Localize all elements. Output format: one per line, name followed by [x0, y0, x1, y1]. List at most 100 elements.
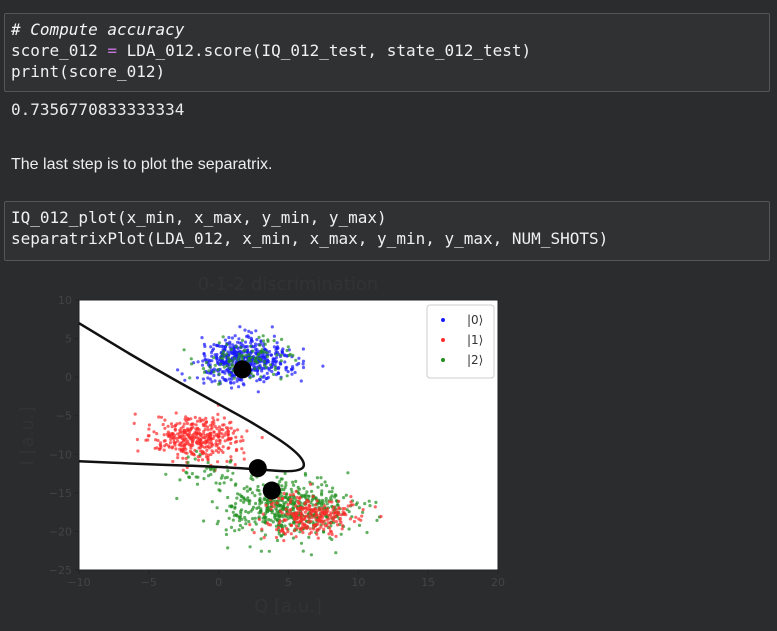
point-state-2 — [272, 339, 276, 343]
point-state-2 — [182, 348, 186, 352]
point-state-1 — [308, 512, 312, 516]
point-state-1 — [147, 423, 151, 427]
point-state-1 — [152, 430, 156, 434]
code-line-print: print(score_012) — [11, 62, 166, 81]
point-state-2 — [330, 537, 334, 542]
point-state-1 — [190, 441, 194, 445]
point-state-2 — [264, 365, 268, 369]
point-state-0 — [236, 346, 240, 351]
point-state-2 — [225, 343, 229, 347]
point-state-0 — [297, 356, 301, 360]
point-state-0 — [176, 368, 180, 372]
point-state-2 — [224, 528, 228, 532]
point-state-2 — [178, 478, 182, 482]
point-state-0 — [223, 371, 227, 375]
point-state-2 — [228, 460, 232, 464]
point-state-0 — [250, 339, 254, 343]
separatrix-line — [78, 322, 306, 473]
point-state-2 — [316, 485, 320, 489]
point-state-1 — [316, 508, 320, 512]
point-state-2 — [320, 491, 324, 495]
point-state-0 — [223, 338, 227, 342]
code-cell-compute-accuracy[interactable]: # Compute accuracy score_012 = LDA_012.s… — [4, 13, 770, 92]
point-state-2 — [220, 474, 224, 478]
point-state-2 — [227, 360, 231, 364]
point-state-2 — [189, 357, 193, 361]
point-state-0 — [229, 386, 234, 390]
point-state-1 — [308, 532, 312, 536]
point-state-2 — [247, 502, 251, 506]
point-state-2 — [239, 345, 243, 349]
point-state-1 — [298, 496, 302, 500]
point-state-2 — [240, 494, 244, 499]
point-state-1 — [300, 526, 304, 530]
point-state-1 — [354, 515, 358, 519]
point-state-0 — [272, 345, 276, 349]
point-state-2 — [334, 493, 338, 498]
point-state-0 — [259, 340, 263, 344]
point-state-1 — [274, 535, 279, 540]
point-state-2 — [275, 519, 280, 523]
point-state-2 — [257, 335, 261, 339]
point-state-2 — [264, 518, 268, 522]
point-state-2 — [265, 510, 270, 514]
code-cell-plot[interactable]: IQ_012_plot(x_min, x_max, y_min, y_max) … — [4, 201, 770, 261]
point-state-1 — [173, 424, 177, 428]
point-state-1 — [176, 452, 180, 456]
point-state-1 — [180, 433, 185, 437]
point-state-1 — [157, 415, 161, 419]
point-state-1 — [322, 527, 326, 531]
point-state-2 — [244, 353, 248, 357]
point-state-1 — [327, 513, 331, 517]
point-state-2 — [264, 498, 268, 502]
point-state-0 — [201, 359, 205, 363]
point-state-0 — [301, 365, 306, 370]
point-state-1 — [193, 415, 197, 419]
point-state-1 — [308, 504, 312, 508]
point-state-2 — [186, 455, 190, 459]
point-state-1 — [281, 527, 285, 531]
point-state-2 — [236, 358, 240, 362]
point-state-1 — [289, 523, 294, 527]
point-state-1 — [194, 423, 198, 427]
point-state-2 — [229, 525, 234, 529]
point-state-2 — [206, 474, 211, 478]
code-line-iq-plot: IQ_012_plot(x_min, x_max, y_min, y_max) — [11, 208, 387, 227]
point-state-2 — [291, 536, 295, 540]
point-state-1 — [286, 503, 290, 507]
point-state-1 — [336, 523, 340, 527]
legend-label: |1⟩ — [467, 333, 483, 347]
point-state-2 — [330, 490, 334, 494]
point-state-2 — [216, 368, 220, 372]
point-state-2 — [235, 496, 239, 500]
point-state-2 — [248, 487, 252, 491]
point-state-1 — [216, 412, 220, 416]
point-state-0 — [276, 367, 280, 371]
point-state-1 — [224, 426, 229, 430]
point-state-1 — [275, 528, 279, 532]
point-state-2 — [311, 503, 315, 507]
point-state-1 — [334, 534, 338, 538]
point-state-0 — [254, 329, 258, 333]
point-state-2 — [222, 481, 226, 485]
point-state-2 — [292, 483, 296, 487]
point-state-1 — [252, 531, 256, 535]
point-state-2 — [187, 475, 191, 479]
point-state-2 — [284, 500, 288, 504]
point-state-1 — [295, 515, 299, 519]
point-state-2 — [238, 516, 242, 520]
point-state-2 — [234, 482, 238, 486]
point-state-0 — [235, 379, 239, 383]
point-state-2 — [285, 374, 289, 378]
point-state-2 — [242, 497, 246, 501]
point-state-2 — [325, 502, 329, 506]
point-state-2 — [273, 513, 277, 517]
point-state-2 — [272, 372, 276, 376]
point-state-1 — [284, 507, 288, 511]
point-state-0 — [209, 345, 213, 349]
point-state-1 — [215, 426, 219, 431]
point-state-1 — [336, 513, 341, 517]
point-state-1 — [167, 445, 171, 449]
point-state-1 — [174, 411, 178, 415]
point-state-0 — [238, 325, 242, 329]
